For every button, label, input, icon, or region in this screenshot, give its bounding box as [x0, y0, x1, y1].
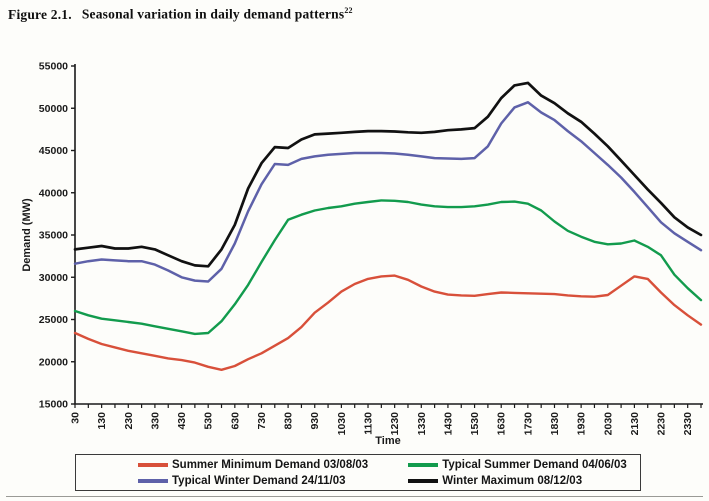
x-tick-label: 1130	[363, 412, 375, 435]
x-tick-label: 2130	[629, 412, 641, 436]
figure-title-text: Seasonal variation in daily demand patte…	[81, 6, 345, 22]
series-line-typical-winter-demand-24-11-03	[73, 101, 703, 283]
y-tick-label: 40000	[39, 187, 68, 199]
y-axis-title: Demand (MW)	[21, 198, 33, 272]
x-tick-label: 1630	[496, 412, 508, 436]
x-tick-label: 230	[123, 412, 135, 430]
x-tick-label: 1730	[522, 412, 534, 436]
x-tick-label: 630	[229, 412, 241, 430]
x-tick-label: 1330	[416, 412, 428, 436]
y-tick-label: 20000	[39, 356, 68, 368]
chart-legend: Summer Minimum Demand 03/08/03 Typical S…	[75, 454, 641, 491]
axes	[74, 64, 703, 405]
legend-item-typical-winter: Typical Winter Demand 24/11/03	[76, 473, 368, 488]
x-tick-label: 1030	[336, 412, 348, 436]
series-line-winter-maximum-08-12-03	[73, 81, 703, 268]
series-line-summer-minimum-demand-03-08-03	[73, 274, 703, 371]
y-tick-label: 50000	[39, 103, 68, 115]
x-tick-label: 130	[96, 412, 108, 430]
y-tick-label: 45000	[39, 145, 68, 157]
y-tick-label: 25000	[39, 314, 68, 326]
x-tick-label: 2330	[682, 412, 694, 436]
x-axis-title: Time	[375, 435, 400, 447]
x-tick-label: 530	[203, 412, 215, 430]
legend-label-typical-summer: Typical Summer Demand 04/06/03	[442, 458, 627, 471]
figure-title: Figure 2.1. Seasonal variation in daily d…	[8, 6, 353, 23]
x-tick-label: 1530	[469, 412, 481, 436]
legend-label-typical-winter: Typical Winter Demand 24/11/03	[172, 474, 346, 487]
x-tick-label: 1430	[442, 412, 454, 436]
x-tick-label: 1830	[549, 412, 561, 436]
x-tick-label: 30	[70, 412, 82, 424]
x-tick-label: 830	[283, 412, 295, 430]
legend-item-typical-summer: Typical Summer Demand 04/06/03	[368, 457, 640, 472]
y-tick-label: 30000	[39, 272, 68, 284]
series-line-typical-summer-demand-04-06-03	[73, 199, 703, 336]
legend-item-winter-maximum: Winter Maximum 08/12/03	[368, 473, 640, 488]
figure-number: Figure 2.1.	[8, 6, 72, 22]
x-tick-label: 1930	[576, 412, 588, 436]
x-tick-label: 930	[309, 412, 321, 430]
x-tick-label: 2030	[602, 412, 614, 436]
x-tick-label: 2230	[656, 412, 668, 436]
legend-label-winter-maximum: Winter Maximum 08/12/03	[442, 474, 583, 487]
x-tick-label: 1230	[389, 412, 401, 436]
y-tick-label: 55000	[39, 61, 68, 73]
x-tick-label: 730	[256, 412, 268, 430]
y-tick-label: 15000	[39, 399, 68, 411]
figure-title-superscript: 22	[344, 6, 353, 15]
x-tick-label: 330	[149, 412, 161, 430]
y-tick-label: 35000	[39, 230, 68, 242]
legend-swatch-winter-maximum	[408, 478, 439, 483]
legend-label-summer-minimum: Summer Minimum Demand 03/08/03	[172, 458, 369, 471]
legend-swatch-typical-summer	[408, 462, 439, 467]
legend-item-summer-minimum: Summer Minimum Demand 03/08/03	[76, 457, 368, 472]
legend-swatch-summer-minimum	[138, 462, 168, 467]
legend-swatch-typical-winter	[138, 478, 168, 483]
page-footer-rule	[6, 496, 703, 497]
x-tick-label: 430	[176, 412, 188, 430]
